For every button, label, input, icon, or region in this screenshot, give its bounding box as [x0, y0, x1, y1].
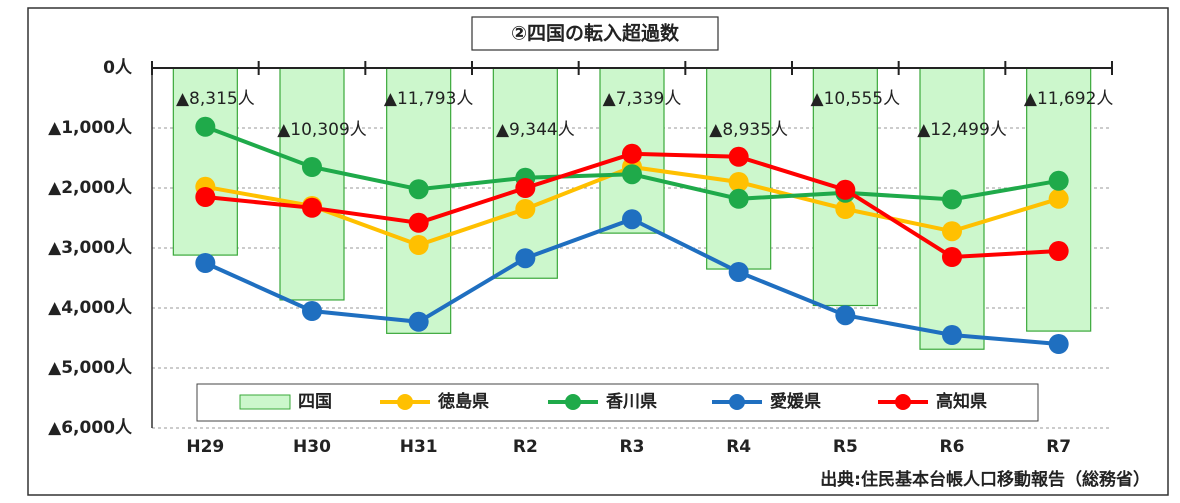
y-tick-label: ▲2,000人 [48, 178, 133, 198]
legend-marker [565, 394, 581, 410]
marker [408, 235, 429, 255]
x-tick-label: R6 [940, 437, 965, 457]
data-label: ▲7,339人 [603, 89, 682, 109]
data-label: ▲8,935人 [709, 120, 788, 140]
marker [835, 305, 856, 326]
y-tick-label: ▲4,000人 [48, 298, 133, 318]
data-label: ▲8,315人 [176, 89, 255, 109]
marker [942, 325, 962, 345]
data-label: ▲10,309人 [277, 120, 367, 140]
marker [408, 179, 429, 200]
marker [622, 209, 642, 230]
x-tick-label: R4 [726, 437, 751, 457]
legend-marker [895, 394, 911, 410]
marker [195, 116, 216, 137]
marker [728, 188, 749, 209]
y-tick-label: ▲1,000人 [48, 118, 133, 138]
marker [515, 199, 536, 219]
marker [302, 197, 322, 218]
legend-marker [729, 394, 745, 410]
marker [408, 212, 429, 233]
marker [1048, 170, 1069, 191]
data-label: ▲11,692人 [1024, 89, 1114, 109]
data-label: ▲10,555人 [811, 89, 901, 109]
marker [195, 253, 216, 273]
data-label: ▲11,793人 [384, 89, 474, 109]
marker [942, 189, 962, 210]
marker [515, 248, 536, 269]
x-tick-label: R5 [833, 437, 858, 457]
source-note: 出典:住民基本台帳人口移動報告（総務省） [820, 469, 1150, 490]
marker [728, 146, 749, 167]
marker [728, 262, 749, 282]
marker [302, 301, 322, 321]
marker [195, 187, 216, 207]
title-box [471, 16, 719, 51]
legend-label: 徳島県 [437, 391, 489, 412]
marker [515, 178, 536, 198]
y-tick-label: 0人 [103, 58, 133, 78]
legend-label: 四国 [298, 392, 332, 412]
marker [622, 143, 642, 164]
marker [1048, 188, 1069, 209]
bar [706, 67, 772, 270]
marker [835, 199, 856, 219]
x-tick-label: H29 [186, 437, 224, 457]
y-tick-label: ▲3,000人 [48, 238, 133, 258]
marker [835, 179, 856, 200]
marker [1048, 241, 1069, 261]
marker [942, 221, 962, 242]
marker [728, 172, 749, 192]
legend-swatch [239, 394, 291, 410]
marker [622, 164, 642, 185]
data-label: ▲9,344人 [496, 120, 575, 140]
y-tick-label: ▲6,000人 [48, 418, 133, 438]
marker [302, 157, 322, 177]
bar [279, 67, 345, 301]
data-label: ▲12,499人 [917, 120, 1007, 140]
legend-label: 高知県 [936, 391, 987, 412]
y-tick-label: ▲5,000人 [48, 358, 133, 378]
x-tick-label: R3 [620, 437, 645, 457]
x-tick-label: R7 [1046, 437, 1071, 457]
marker [408, 311, 429, 332]
x-tick-label: H31 [400, 437, 438, 457]
legend-marker [397, 394, 413, 410]
marker [942, 247, 962, 267]
legend-label: 愛媛県 [770, 391, 821, 412]
chart-title: ②四国の転入超過数 [511, 22, 680, 45]
x-tick-label: H30 [293, 437, 331, 457]
legend-label: 香川県 [606, 392, 657, 412]
x-tick-label: R2 [513, 437, 538, 457]
marker [1048, 334, 1069, 354]
